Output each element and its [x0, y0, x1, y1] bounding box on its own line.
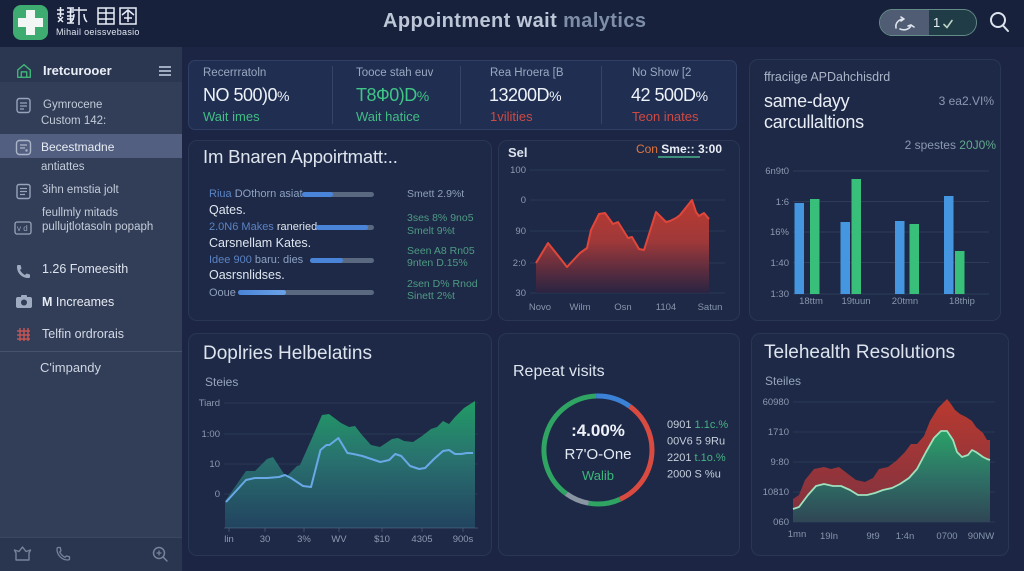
svg-text:v d: v d	[17, 224, 28, 233]
svg-text:lin: lin	[224, 534, 234, 545]
svg-text:1:6: 1:6	[776, 197, 789, 208]
svg-text:Steiles: Steiles	[765, 374, 801, 388]
svg-text:WV: WV	[331, 534, 347, 545]
svg-text:00V6 5 9Ru: 00V6 5 9Ru	[667, 436, 725, 448]
svg-text:1:00: 1:00	[202, 429, 221, 440]
svg-text:90NW: 90NW	[968, 531, 994, 542]
svg-text:100: 100	[510, 165, 526, 176]
svg-text:Sel: Sel	[508, 145, 528, 160]
svg-text:16%: 16%	[770, 227, 790, 238]
svg-text:0700: 0700	[936, 531, 957, 542]
svg-text:9t9: 9t9	[866, 531, 879, 542]
svg-text:Osn: Osn	[614, 302, 631, 313]
svg-text:18thip: 18thip	[949, 296, 975, 307]
svg-text:30: 30	[515, 288, 526, 299]
svg-text:10810: 10810	[763, 487, 789, 498]
svg-text:Steies: Steies	[205, 375, 238, 389]
svg-text:20tmn: 20tmn	[892, 296, 918, 307]
svg-text:Walib: Walib	[582, 468, 614, 483]
svg-text:0: 0	[215, 489, 220, 500]
svg-text:060: 060	[773, 517, 789, 528]
svg-text:19ln: 19ln	[820, 531, 838, 542]
svg-text:60980: 60980	[763, 397, 789, 408]
svg-text:1:40: 1:40	[771, 258, 790, 269]
svg-text:19tuun: 19tuun	[841, 296, 870, 307]
svg-text:Wilm: Wilm	[569, 302, 590, 313]
svg-text:2201 t.1o.%: 2201 t.1o.%	[667, 452, 726, 464]
svg-text:1104: 1104	[656, 302, 676, 313]
svg-text:30: 30	[260, 534, 271, 545]
svg-text:Novo: Novo	[529, 302, 551, 313]
svg-text:Telehealth Resolutions: Telehealth Resolutions	[764, 342, 955, 363]
svg-text:2000 S %u: 2000 S %u	[667, 469, 721, 481]
svg-text:1:30: 1:30	[771, 289, 790, 300]
svg-text:3%: 3%	[297, 534, 311, 545]
svg-text:R7'O-One: R7'O-One	[564, 446, 631, 463]
svg-text:900s: 900s	[453, 534, 474, 545]
svg-text:0: 0	[521, 195, 526, 206]
svg-text:1mn: 1mn	[788, 529, 806, 540]
svg-text:4305: 4305	[411, 534, 432, 545]
svg-text:1710: 1710	[768, 427, 789, 438]
svg-text:Con Sme:: 3:00: Con Sme:: 3:00	[636, 142, 722, 156]
svg-text:2:0: 2:0	[513, 258, 526, 269]
svg-text:10: 10	[209, 459, 220, 470]
svg-text:18ttm: 18ttm	[799, 296, 823, 307]
svg-text:0901 1.1c.%: 0901 1.1c.%	[667, 419, 728, 431]
svg-text:6n9t0: 6n9t0	[765, 166, 789, 177]
svg-text:9:80: 9:80	[771, 457, 790, 468]
svg-text:90: 90	[515, 226, 526, 237]
svg-text:Doplries Helbelatins: Doplries Helbelatins	[203, 343, 372, 364]
svg-text:Satun: Satun	[698, 302, 723, 313]
svg-text:$10: $10	[374, 534, 390, 545]
svg-text:Tiard: Tiard	[199, 398, 220, 409]
svg-text:1:4n: 1:4n	[896, 531, 915, 542]
svg-text::4.00%: :4.00%	[571, 421, 625, 440]
